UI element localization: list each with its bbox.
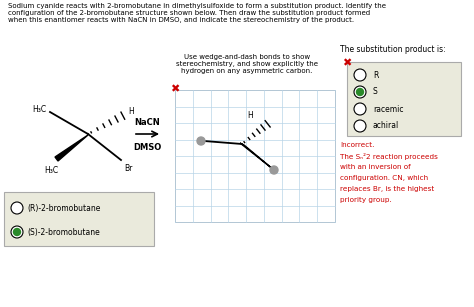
Text: priority group.: priority group. bbox=[340, 197, 392, 203]
Text: ✖: ✖ bbox=[170, 84, 180, 94]
Text: H: H bbox=[247, 111, 253, 121]
Text: Incorrect.: Incorrect. bbox=[340, 142, 374, 148]
Circle shape bbox=[354, 103, 366, 115]
Text: S: S bbox=[373, 87, 378, 96]
Text: racemic: racemic bbox=[373, 104, 403, 114]
Text: achiral: achiral bbox=[373, 122, 399, 130]
Polygon shape bbox=[240, 143, 274, 170]
Bar bbox=[175, 90, 335, 222]
Polygon shape bbox=[55, 135, 88, 161]
Text: configuration. CN, which: configuration. CN, which bbox=[340, 175, 428, 181]
FancyBboxPatch shape bbox=[4, 192, 154, 246]
Circle shape bbox=[11, 202, 23, 214]
Text: ✖: ✖ bbox=[342, 58, 351, 68]
Text: (S)-2-bromobutane: (S)-2-bromobutane bbox=[27, 227, 100, 236]
Circle shape bbox=[13, 228, 20, 235]
Text: NaCN: NaCN bbox=[134, 118, 160, 127]
Text: replaces Br, is the highest: replaces Br, is the highest bbox=[340, 186, 434, 192]
Circle shape bbox=[11, 226, 23, 238]
Text: The Sₙ²2 reaction proceeds: The Sₙ²2 reaction proceeds bbox=[340, 153, 438, 160]
Text: The substitution product is:: The substitution product is: bbox=[340, 45, 446, 53]
Circle shape bbox=[197, 137, 205, 145]
Circle shape bbox=[356, 88, 364, 95]
Circle shape bbox=[354, 86, 366, 98]
Text: Sodium cyanide reacts with 2-bromobutane in dimethylsulfoxide to form a substitu: Sodium cyanide reacts with 2-bromobutane… bbox=[8, 3, 386, 23]
Text: DMSO: DMSO bbox=[133, 143, 161, 152]
Text: H: H bbox=[128, 107, 134, 115]
FancyBboxPatch shape bbox=[347, 62, 461, 136]
Text: H₃C: H₃C bbox=[32, 104, 46, 114]
Circle shape bbox=[270, 166, 278, 174]
Text: Br: Br bbox=[124, 164, 132, 173]
Circle shape bbox=[354, 69, 366, 81]
Text: H₃C: H₃C bbox=[44, 166, 58, 175]
Text: Use wedge-and-dash bonds to show
stereochemistry, and show explicitly the
hydrog: Use wedge-and-dash bonds to show stereoc… bbox=[176, 54, 318, 74]
Text: (R)-2-bromobutane: (R)-2-bromobutane bbox=[27, 204, 100, 212]
Text: with an inversion of: with an inversion of bbox=[340, 164, 410, 170]
Text: R: R bbox=[373, 71, 378, 80]
Circle shape bbox=[354, 120, 366, 132]
